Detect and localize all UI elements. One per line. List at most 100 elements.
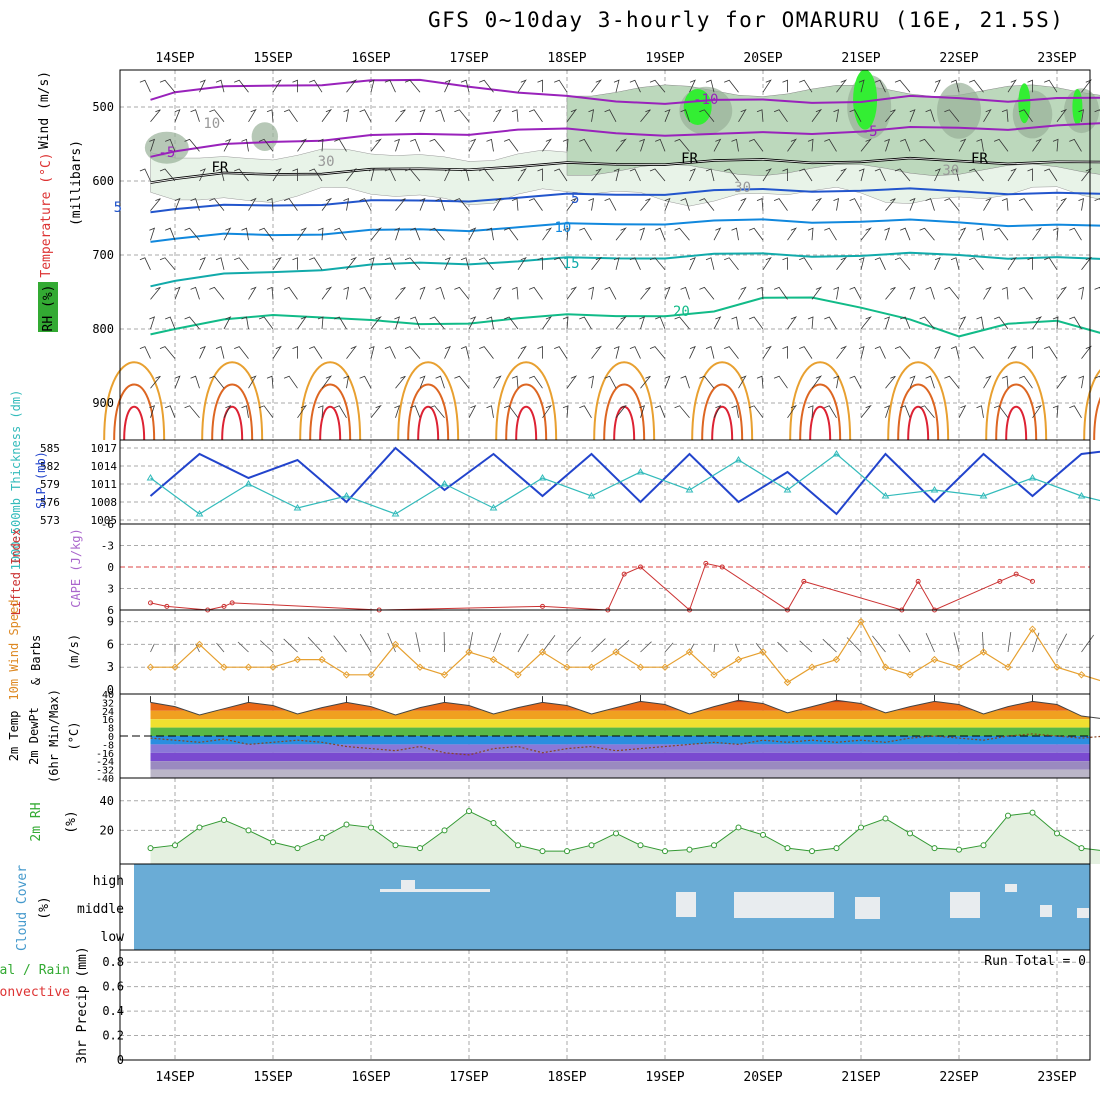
wind-speed-marker	[465, 648, 473, 656]
thickness-marker	[146, 474, 155, 481]
li-tick: -6	[101, 518, 114, 531]
wind-speed-marker	[367, 671, 375, 679]
wind-barb	[258, 138, 274, 152]
wind-barb	[562, 405, 569, 418]
thickness-marker	[930, 486, 939, 493]
wind-barb	[705, 346, 715, 359]
wind-barb	[713, 227, 722, 241]
wind-barb	[976, 138, 984, 152]
wind-barb	[139, 346, 151, 359]
rh-marker	[1078, 845, 1085, 852]
wind-barb	[738, 197, 747, 211]
wind-barb	[1032, 404, 1042, 419]
wind-barb	[368, 257, 375, 270]
wind-barb	[858, 257, 865, 270]
wind-barb	[272, 256, 282, 271]
date-label-bottom: 22SEP	[939, 1070, 978, 1085]
contour-label: 30	[734, 180, 751, 196]
wind-speed-marker	[269, 663, 277, 671]
thickness-marker	[881, 492, 890, 499]
wind-barb	[429, 227, 445, 241]
wind-barb	[629, 257, 641, 270]
date-label-bottom: 19SEP	[645, 1070, 684, 1085]
wind-barb	[664, 197, 671, 211]
surface-wind-barb	[953, 632, 960, 653]
wind-barb	[486, 316, 494, 330]
ylabel-thickness: 1000-500mb Thickness (dm)	[9, 390, 23, 571]
wind-barb	[395, 375, 406, 389]
contour-label: FR	[971, 151, 988, 167]
wind-barb	[1018, 286, 1033, 300]
thickness-marker	[391, 510, 400, 517]
precip-tick: 0.8	[102, 955, 124, 969]
rh-marker	[147, 845, 154, 852]
surface-wind-barb	[260, 640, 274, 653]
surface-wind-barb	[615, 640, 630, 653]
wind-barb	[199, 345, 206, 359]
ylabel-millibars: (millibars)	[69, 140, 84, 226]
wind-barb	[724, 346, 739, 359]
wind-barb	[1081, 345, 1093, 359]
wind-barb	[762, 79, 772, 93]
rh-tick: 40	[100, 794, 114, 808]
wind-barb	[460, 168, 470, 182]
temp-band	[150, 761, 1090, 770]
wind-barb	[639, 405, 646, 418]
warm-cell	[201, 361, 264, 441]
wind-barb	[969, 346, 984, 359]
wind-barb	[1056, 197, 1068, 211]
surface-wind-barb	[734, 643, 739, 653]
wind-barb	[370, 227, 382, 241]
surface-wind-barb	[150, 643, 155, 653]
wind-barb	[493, 375, 502, 389]
wind-speed-marker	[857, 617, 865, 626]
wind-barb	[884, 316, 891, 330]
wind-barb	[579, 227, 592, 241]
wind-barb	[615, 227, 627, 241]
rh-marker	[466, 808, 472, 815]
ylabel-rh: RH (%)	[41, 285, 56, 332]
wind-barb	[713, 405, 722, 418]
temp-band	[150, 700, 1090, 703]
wind-barb	[317, 316, 324, 330]
wind-barb	[756, 375, 764, 389]
wind-barb	[874, 346, 886, 359]
wind-barb	[1032, 227, 1042, 241]
wind-barb	[833, 109, 840, 122]
wind-barb	[811, 197, 823, 211]
wind-barb	[258, 316, 274, 330]
surface-wind-barb	[689, 643, 695, 653]
wind-barb	[317, 138, 324, 152]
wind-speed-marker	[244, 663, 253, 671]
ylabel-2m-temp: 2m Temp	[7, 711, 21, 762]
surface-wind-barb	[1007, 632, 1012, 653]
temp-band	[150, 710, 1090, 720]
wind-barb	[468, 405, 477, 418]
rh-marker	[564, 848, 570, 855]
wind-barb	[1081, 168, 1093, 182]
ylabel-wind-units: (m/s)	[67, 634, 81, 670]
rh-marker	[980, 842, 987, 849]
wind-barb	[266, 375, 274, 389]
warm-cell	[417, 405, 440, 441]
pressure-tick: 800	[92, 322, 114, 336]
wind-barb	[562, 316, 569, 330]
ylabel-wind-speed: 10m Wind Speed	[7, 599, 21, 700]
rh-legend-swatch	[38, 282, 58, 332]
wind-barb	[248, 197, 257, 211]
date-label-top: 17SEP	[449, 51, 488, 66]
wind-barb	[1044, 79, 1058, 93]
wind-barb	[884, 138, 891, 152]
wind-barb	[664, 109, 671, 122]
wind-barb	[150, 287, 161, 300]
wind-barb	[429, 138, 445, 152]
li-tick: 0	[107, 561, 114, 574]
wind-barb	[836, 168, 848, 182]
wind-barb	[639, 138, 646, 152]
thickness-marker	[489, 504, 498, 511]
wind-barb	[562, 227, 569, 241]
wind-barb	[762, 256, 772, 271]
lifted-index-marker	[164, 603, 170, 609]
date-label-bottom: 23SEP	[1037, 1070, 1076, 1085]
